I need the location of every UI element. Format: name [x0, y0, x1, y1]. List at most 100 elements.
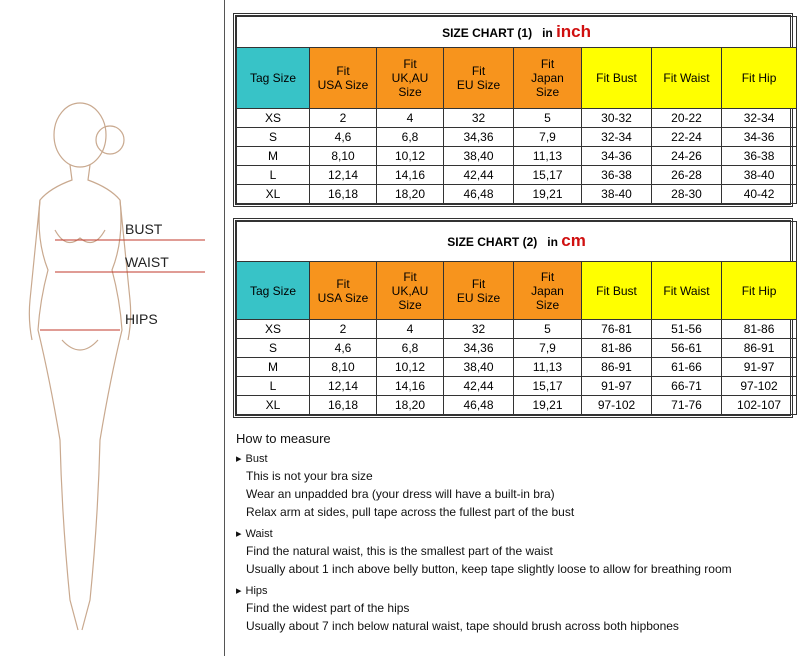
header-cell: Tag Size [236, 47, 310, 109]
cell: 4,6 [309, 338, 377, 358]
cell: 97-102 [720, 376, 798, 396]
header-cell: Fit Hip [720, 47, 798, 109]
cell: 36-38 [581, 165, 652, 185]
header-row: Tag Size Fit USA Size Fit UK,AU Size Fit EU… [236, 47, 798, 109]
cell: 14,16 [376, 165, 444, 185]
unit: cm [561, 231, 586, 250]
cell: 91-97 [581, 376, 652, 396]
data-row: XL 16,18 18,20 46,48 19,21 97-102 71-76 102-107 [236, 395, 798, 415]
cell: 38,40 [443, 146, 514, 166]
measure-line: This is not your bra size [246, 469, 373, 483]
header-cell: Fit Japan Size [513, 261, 582, 320]
cell: XL [236, 184, 310, 204]
header-cell: Fit USA Size [309, 261, 377, 320]
measure-line: Usually about 7 inch below natural waist… [246, 619, 679, 633]
data-row: XS 2 4 32 5 76-81 51-56 81-86 [236, 319, 798, 339]
cell: S [236, 338, 310, 358]
figure-label: BUST [125, 221, 163, 237]
cell: 11,13 [513, 357, 582, 377]
unit-label: in [542, 25, 553, 40]
cell: 7,9 [513, 127, 582, 147]
cell: 12,14 [309, 376, 377, 396]
body-figure [28, 102, 205, 631]
cell: 102-107 [720, 395, 798, 415]
cell: 7,9 [513, 338, 582, 358]
measure-line: Find the natural waist, this is the smal… [246, 544, 553, 558]
cell: 18,20 [376, 184, 444, 204]
cell: XS [236, 319, 310, 339]
cell: 4 [376, 319, 444, 339]
cell: 51-56 [651, 319, 722, 339]
measure-line: Find the widest part of the hips [246, 601, 410, 615]
cell: 2 [309, 319, 377, 339]
cell: XS [236, 108, 310, 128]
cell: 61-66 [651, 357, 722, 377]
header-cell: Fit Japan Size [513, 47, 582, 109]
cell: 42,44 [443, 165, 514, 185]
cell: 15,17 [513, 376, 582, 396]
cell: L [236, 376, 310, 396]
cell: 32 [443, 319, 514, 339]
cell: 15,17 [513, 165, 582, 185]
data-row: S 4,6 6,8 34,36 7,9 81-86 56-61 86-91 [236, 338, 798, 358]
cell: 6,8 [376, 338, 444, 358]
data-row: L 12,14 14,16 42,44 15,17 36-38 26-28 38-40 [236, 165, 798, 185]
cell: 5 [513, 108, 582, 128]
header-cell: Fit UK,AU Size [376, 47, 444, 109]
cell: 4,6 [309, 127, 377, 147]
cell: 8,10 [309, 146, 377, 166]
figure-label: HIPS [125, 311, 158, 327]
cell: 66-71 [651, 376, 722, 396]
cell: 42,44 [443, 376, 514, 396]
unit-label: in [547, 235, 558, 249]
cell: S [236, 127, 310, 147]
cell: 12,14 [309, 165, 377, 185]
header-cell: Fit Hip [720, 261, 798, 320]
cell: 46,48 [443, 395, 514, 415]
cell: 10,12 [376, 146, 444, 166]
cell: 2 [309, 108, 377, 128]
title-cell: SIZE CHART (2) in cm [235, 221, 798, 262]
cell: 8,10 [309, 357, 377, 377]
cell: 81-86 [581, 338, 652, 358]
cell: 38-40 [581, 184, 652, 204]
cell: 30-32 [581, 108, 652, 128]
cell: 86-91 [581, 357, 652, 377]
cell: 16,18 [309, 395, 377, 415]
cell: 34,36 [443, 338, 514, 358]
cell: M [236, 357, 310, 377]
cell: 18,20 [376, 395, 444, 415]
cell: 19,21 [513, 184, 582, 204]
cell: 6,8 [376, 127, 444, 147]
header-cell: Fit EU Size [443, 47, 514, 109]
cell: 56-61 [651, 338, 722, 358]
data-row: M 8,10 10,12 38,40 11,13 34-36 24-26 36-38 [236, 146, 798, 166]
cell: 4 [376, 108, 444, 128]
title-row: SIZE CHART (2) in cm [235, 221, 798, 262]
title-row: SIZE CHART (1) in inch [235, 16, 798, 48]
cell: 5 [513, 319, 582, 339]
cell: 10,12 [376, 357, 444, 377]
cell: 38,40 [443, 357, 514, 377]
cell: 32 [443, 108, 514, 128]
figure-label: WAIST [125, 254, 169, 270]
header-cell: Fit Waist [651, 47, 722, 109]
cell: 71-76 [651, 395, 722, 415]
data-row: S 4,6 6,8 34,36 7,9 32-34 22-24 34-36 [236, 127, 798, 147]
measure-line: Wear an unpadded bra (your dress will ha… [246, 487, 555, 501]
cell: 76-81 [581, 319, 652, 339]
cell: 36-38 [720, 146, 798, 166]
title-cell: SIZE CHART (1) in inch [235, 16, 798, 48]
cell: 38-40 [720, 165, 798, 185]
measure-heading: Hips [236, 584, 732, 601]
cell: 22-24 [651, 127, 722, 147]
header-cell: Fit UK,AU Size [376, 261, 444, 320]
cell: 40-42 [720, 184, 798, 204]
cell: 19,21 [513, 395, 582, 415]
header-cell: Fit Bust [581, 47, 652, 109]
unit: inch [556, 21, 592, 41]
cell: XL [236, 395, 310, 415]
table-title: SIZE CHART (1) [442, 25, 533, 40]
